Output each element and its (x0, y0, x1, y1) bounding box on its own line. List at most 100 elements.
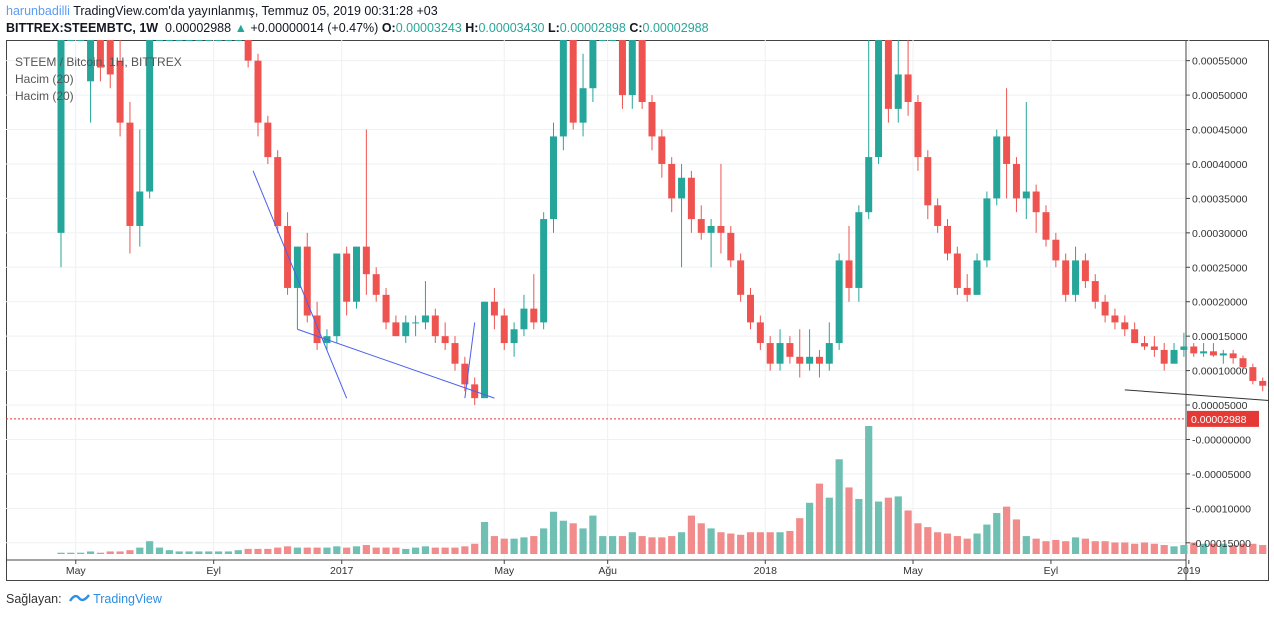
candle-body (244, 40, 252, 61)
volume-bar (67, 552, 75, 554)
candle-body (303, 246, 311, 316)
candle (569, 40, 577, 130)
series-title[interactable]: STEEM / Bitcoin, 1H, BITTREX (15, 55, 182, 69)
volume-bar (352, 546, 361, 554)
volume-bar (737, 534, 745, 554)
candle (244, 40, 252, 68)
provided-by-label: Sağlayan: (6, 592, 62, 606)
price-chart[interactable]: 0.00002988 0.00055000 0.00050000 0.0004500… (6, 40, 1269, 581)
candle (293, 246, 301, 330)
candle-body (343, 253, 351, 302)
volume-bar (727, 533, 735, 554)
candle (904, 40, 912, 116)
price-axis: 0.00055000 0.00050000 0.00045000 0.00040000… (1186, 56, 1251, 550)
candle (1062, 253, 1070, 302)
volume-bar (106, 551, 114, 554)
time-tick-label: 2019 (1177, 565, 1201, 577)
candle (96, 40, 104, 82)
time-tick-label: May (494, 565, 515, 577)
volume-bar (234, 550, 242, 554)
candle (727, 225, 735, 268)
author-name[interactable]: harunbadilli (6, 4, 70, 18)
candle-body (1101, 301, 1109, 316)
candle-body (638, 40, 646, 102)
volume-bar (934, 532, 942, 554)
indicator-volume-2[interactable]: Hacim (20) (15, 89, 74, 103)
volume-bar (914, 523, 922, 554)
candle (156, 40, 163, 41)
volume-bar (589, 515, 597, 554)
volume-bar (648, 537, 656, 554)
volume-bar (1200, 543, 1208, 554)
indicator-volume-1[interactable]: Hacim (20) (15, 72, 74, 86)
candle (1249, 363, 1257, 385)
open-value: 0.00003243 (395, 21, 462, 35)
candle (1200, 343, 1208, 357)
candle (678, 163, 686, 268)
volume-bar (264, 548, 272, 554)
volume-bar (86, 551, 95, 554)
candle (953, 246, 961, 295)
volume-bar (609, 536, 617, 554)
volume-bar (382, 547, 390, 554)
candle (747, 287, 754, 330)
candle (87, 40, 95, 123)
symbol-label: BITTREX:STEEMBTC, 1W (6, 21, 159, 35)
volume-bar (579, 528, 587, 554)
price-tick-label: 0.00005000 (1192, 400, 1248, 412)
volume-bar (283, 546, 292, 554)
candle-body (77, 40, 85, 41)
volume-bar (687, 515, 695, 554)
candle (1141, 336, 1148, 350)
candle-body (717, 225, 725, 233)
time-tick-label: Ağu (598, 565, 617, 577)
volume-bar (894, 496, 902, 554)
candle (1022, 101, 1030, 220)
candle-body (1111, 315, 1119, 323)
candle-body (1091, 281, 1099, 302)
candle-body (382, 294, 390, 323)
candle (1131, 322, 1139, 344)
price-tick-label: 0.00045000 (1192, 125, 1248, 137)
candle (1003, 88, 1011, 199)
candle (175, 40, 183, 41)
volume-bar (1101, 541, 1109, 554)
candle-body (156, 40, 163, 41)
volume-bar (343, 547, 351, 554)
low-value: 0.00002898 (559, 21, 626, 35)
candle (894, 40, 902, 123)
price-tick-label: -0.00015000 (1192, 538, 1251, 550)
candle (500, 308, 508, 350)
candle-body (1150, 346, 1158, 350)
candle-body (67, 40, 75, 41)
volume-bar (461, 546, 469, 554)
candle-body (215, 40, 223, 41)
price-tick-label: 0.00010000 (1192, 366, 1248, 378)
tradingview-link[interactable]: TradingView (93, 592, 162, 606)
volume-bar (549, 511, 558, 554)
volume-bar (421, 546, 430, 554)
candle (1052, 232, 1060, 268)
time-tick-label: Eyl (1044, 565, 1059, 577)
candle (215, 40, 223, 41)
candle (205, 40, 213, 41)
volume-bar (175, 551, 183, 554)
volume-bar (362, 545, 370, 554)
volume-bar (638, 536, 646, 554)
candle-body (1062, 260, 1070, 295)
candle (1081, 253, 1089, 288)
price-tick-label: 0.00035000 (1192, 193, 1248, 205)
candle (490, 287, 498, 330)
candle-body (412, 322, 420, 324)
candle-body (126, 122, 134, 226)
candle (67, 40, 75, 41)
volume-bar (776, 532, 784, 554)
candle-body (825, 343, 833, 364)
volume-bar (500, 538, 508, 554)
volume-bar (303, 547, 311, 554)
candle (372, 267, 380, 302)
candle-body (796, 356, 804, 364)
candle-body (520, 308, 528, 330)
volume-bar (372, 547, 380, 554)
candle-body (983, 198, 991, 261)
